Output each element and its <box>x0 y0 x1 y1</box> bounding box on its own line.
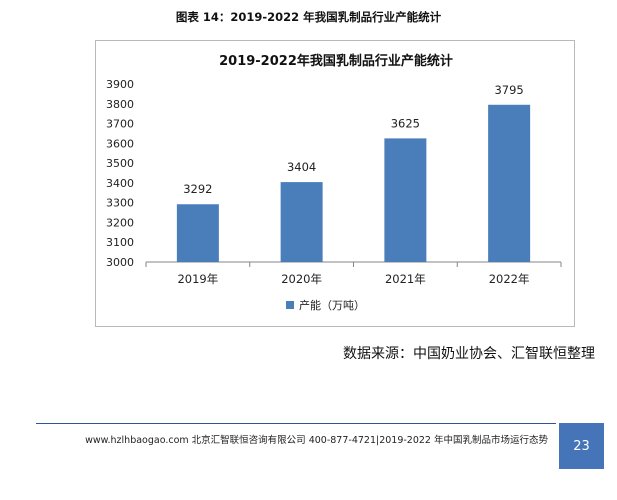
y-tick-label: 3600 <box>106 137 134 150</box>
data-label: 3625 <box>391 116 420 130</box>
bar <box>384 138 427 262</box>
y-tick-label: 3700 <box>106 118 134 131</box>
x-tick-label: 2020年 <box>281 272 322 286</box>
y-tick-label: 3800 <box>106 98 134 111</box>
x-tick-label: 2021年 <box>385 272 426 286</box>
x-tick-label: 2022年 <box>489 272 530 286</box>
bars <box>176 104 531 262</box>
y-tick-label: 3100 <box>106 236 134 249</box>
y-tick-label: 3500 <box>106 157 134 170</box>
page-number-badge: 23 <box>559 423 604 469</box>
data-label: 3292 <box>183 182 212 196</box>
y-tick-label: 3300 <box>106 197 134 210</box>
data-label: 3795 <box>494 83 523 97</box>
legend: 产能（万吨） <box>286 298 365 312</box>
figure-caption: 图表 14：2019-2022 年我国乳制品行业产能统计 <box>175 10 442 24</box>
legend-label: 产能（万吨） <box>299 298 365 312</box>
y-tick-label: 3400 <box>106 177 134 190</box>
footer-divider <box>36 423 556 424</box>
y-tick-label: 3900 <box>106 78 134 91</box>
chart-frame: 2019-2022年我国乳制品行业产能统计 3000 3100 3200 3300 34… <box>95 40 575 327</box>
x-axis: 2019年 2020年 2021年 2022年 <box>145 261 562 286</box>
bar <box>176 204 219 262</box>
data-label: 3404 <box>287 160 316 174</box>
bar <box>488 104 531 262</box>
legend-swatch <box>286 301 294 309</box>
bar <box>280 182 323 262</box>
y-tick-label: 3000 <box>106 256 134 269</box>
y-tick-label: 3200 <box>106 216 134 229</box>
data-source: 数据来源：中国奶业协会、汇智联恒整理 <box>343 346 595 362</box>
y-axis: 3000 3100 3200 3300 3400 3500 3600 3700 3800 3900 <box>106 78 134 269</box>
data-labels: 3292 3404 3625 3795 <box>183 83 524 196</box>
bar-chart: 2019-2022年我国乳制品行业产能统计 3000 3100 3200 3300 34… <box>106 53 562 312</box>
x-tick-label: 2019年 <box>177 272 218 286</box>
chart-title: 2019-2022年我国乳制品行业产能统计 <box>219 53 453 69</box>
footer-text: www.hzlhbaogao.com 北京汇智联恒咨询有限公司 400-877-… <box>85 435 548 446</box>
